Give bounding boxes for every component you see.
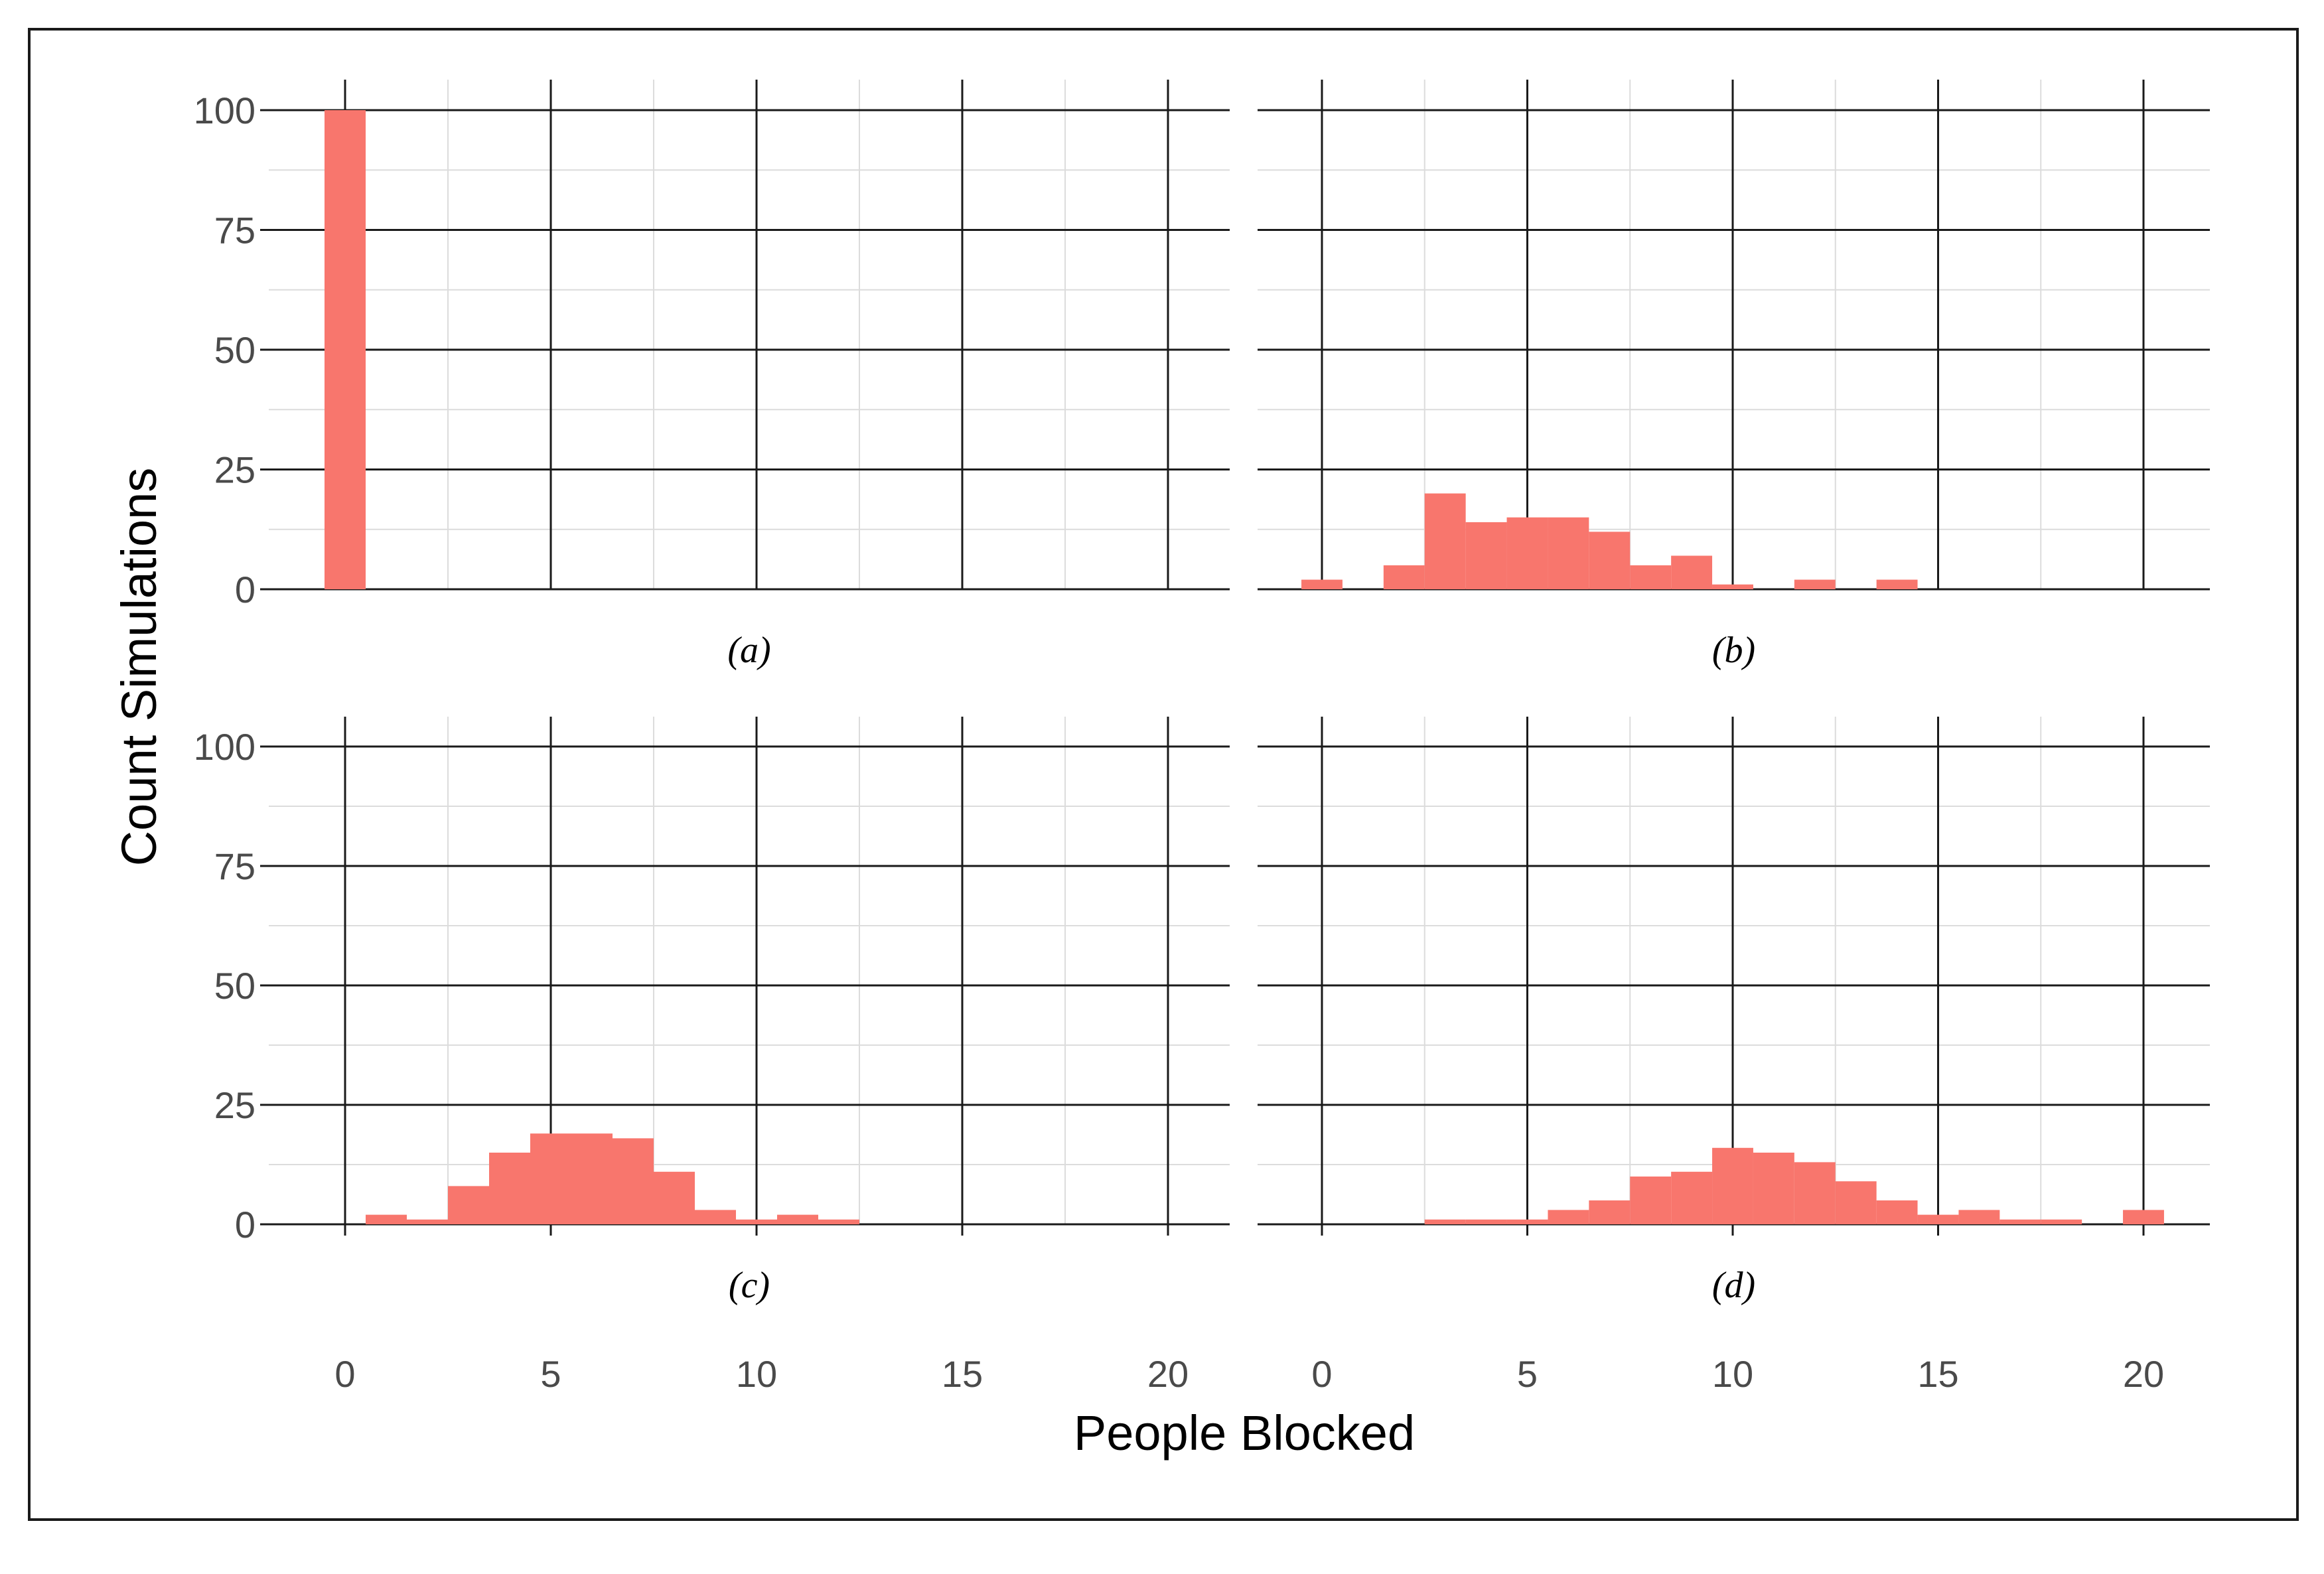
figure-frame (28, 28, 2299, 1521)
x-tick-label: 20 (1147, 1353, 1189, 1395)
histogram-bar (1712, 1147, 1753, 1224)
histogram-bar (1753, 1153, 1794, 1224)
histogram-bar (489, 1153, 530, 1224)
y-tick-label: 75 (214, 210, 255, 251)
panel-label: (a) (727, 630, 770, 671)
panel-label: (d) (1712, 1265, 1755, 1306)
facet-panel-b: (b) (1258, 80, 2210, 671)
y-tick-label: 100 (194, 90, 255, 131)
facet-panel-c: (c) (269, 717, 1230, 1306)
histogram-bar (1465, 1219, 1507, 1224)
histogram-bar (1958, 1210, 2000, 1224)
x-tick-label: 5 (540, 1353, 561, 1395)
histogram-bar (1506, 1219, 1548, 1224)
histogram-bar (325, 110, 366, 589)
panel-label: (b) (1712, 630, 1755, 671)
histogram-bar (1506, 517, 1548, 589)
y-tick-label: 0 (235, 569, 255, 610)
histogram-bar (777, 1214, 818, 1224)
histogram-bar (1424, 1219, 1466, 1224)
histogram-bar (366, 1214, 407, 1224)
x-tick-label: 15 (942, 1353, 983, 1395)
x-axis-title: People Blocked (1074, 1405, 1415, 1461)
facet-panel-d: (d) (1258, 717, 2210, 1306)
y-tick-label: 50 (214, 965, 255, 1007)
histogram-bar (2041, 1219, 2082, 1224)
x-tick-label: 0 (334, 1353, 355, 1395)
histogram-bar (1794, 579, 1836, 589)
histogram-bar (1671, 1171, 1713, 1224)
x-tick-label: 15 (1917, 1353, 1958, 1395)
y-tick-label: 25 (214, 1084, 255, 1126)
histogram-bar (1835, 1181, 1877, 1224)
x-tick-label: 10 (1712, 1353, 1753, 1395)
histogram-bar (654, 1171, 695, 1224)
histogram-bar (1876, 579, 1918, 589)
histogram-bar (407, 1219, 448, 1224)
x-tick-label: 10 (736, 1353, 777, 1395)
histogram-bar (1424, 493, 1466, 589)
histogram-bar (571, 1133, 613, 1224)
x-axes: 0 5 10 15 20 0 5 10 15 20 (334, 1224, 2164, 1395)
histogram-bar (1383, 565, 1425, 589)
histogram-bar (1589, 1200, 1631, 1224)
y-axes: 0 25 50 75 100 0 25 50 75 100 (194, 90, 269, 1246)
histogram-bar (1630, 565, 1672, 589)
histogram-bar (1548, 1210, 1589, 1224)
x-tick-label: 5 (1517, 1353, 1538, 1395)
y-tick-label: 0 (235, 1204, 255, 1246)
histogram-bar (530, 1133, 571, 1224)
histogram-bar (1465, 522, 1507, 589)
histogram-bar (448, 1186, 489, 1224)
histogram-bar (695, 1210, 736, 1224)
histogram-bar (1712, 584, 1753, 589)
histogram-bar (1876, 1200, 1918, 1224)
x-tick-label: 20 (2123, 1353, 2164, 1395)
histogram-bar (1999, 1219, 2041, 1224)
y-axis-title: Count Simulations (111, 468, 167, 867)
x-tick-label: 0 (1311, 1353, 1332, 1395)
histogram-bar (736, 1219, 777, 1224)
panel-label: (c) (729, 1265, 770, 1306)
facet-panel-a: (a) (269, 80, 1230, 671)
histogram-bar (2123, 1210, 2164, 1224)
histogram-bar (1794, 1162, 1836, 1224)
histogram-bar (1630, 1177, 1672, 1224)
histogram-bar (613, 1138, 654, 1224)
histogram-bar (1548, 517, 1589, 589)
histogram-bar (1917, 1214, 1959, 1224)
histogram-bar (1589, 532, 1631, 589)
histogram-bar (1301, 579, 1343, 589)
facet-panels: (a) (b) (c) (d) (269, 80, 2210, 1306)
y-tick-label: 25 (214, 449, 255, 491)
histogram-bar (1671, 555, 1713, 589)
y-tick-label: 75 (214, 845, 255, 887)
y-tick-label: 100 (194, 726, 255, 768)
y-tick-label: 50 (214, 329, 255, 371)
histogram-bar (818, 1219, 859, 1224)
